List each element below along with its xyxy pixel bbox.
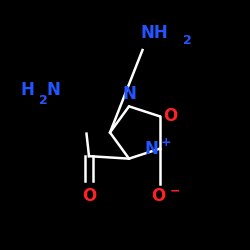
- Text: H: H: [20, 81, 34, 99]
- Text: 2: 2: [39, 94, 48, 106]
- Text: 2: 2: [182, 34, 191, 46]
- Text: O: O: [151, 188, 166, 206]
- Text: NH: NH: [140, 24, 168, 42]
- Text: O: O: [82, 188, 96, 206]
- Text: N: N: [122, 84, 136, 102]
- Text: N: N: [46, 81, 60, 99]
- Text: N: N: [144, 140, 158, 158]
- Text: O: O: [164, 107, 178, 125]
- Text: −: −: [170, 185, 180, 198]
- Text: +: +: [161, 136, 172, 149]
